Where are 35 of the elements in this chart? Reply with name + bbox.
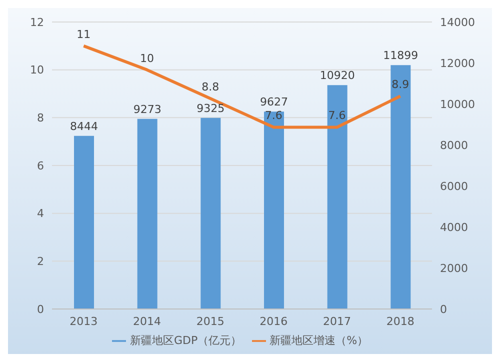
data-label: 8.9 — [392, 78, 410, 92]
x-tick-label: 2018 — [386, 314, 414, 328]
y-tick-label: 12 — [30, 16, 44, 29]
y-tick-label: 10 — [30, 64, 44, 77]
data-label: 7.6 — [328, 109, 346, 122]
y2-tick-label: 12000 — [440, 56, 475, 70]
x-tick-label: 2014 — [133, 314, 161, 328]
data-label: 9325 — [196, 102, 225, 115]
data-label: 8.8 — [202, 80, 220, 94]
data-label: 7.6 — [264, 109, 282, 122]
y-tick-label: 0 — [37, 302, 44, 316]
data-label: 11899 — [383, 49, 418, 62]
data-label: 11 — [76, 28, 91, 41]
y2-tick-label: 4000 — [440, 220, 468, 234]
x-tick-label: 2015 — [196, 314, 224, 328]
data-label: 9273 — [133, 102, 162, 116]
data-label: 10 — [140, 52, 154, 65]
y2-tick-label: 2000 — [440, 262, 468, 275]
data-label: 10920 — [320, 69, 355, 82]
y-tick-label: 8 — [37, 112, 44, 125]
y2-tick-label: 6000 — [440, 180, 468, 193]
legend-label: 新疆地区增速（%） — [270, 334, 368, 347]
x-tick-label: 2013 — [70, 314, 98, 328]
y-tick-label: 2 — [37, 255, 44, 268]
y-tick-label: 4 — [37, 207, 44, 220]
y2-tick-label: 0 — [440, 302, 447, 316]
data-label: 8444 — [70, 120, 98, 133]
legend-label: 新疆地区GDP（亿元） — [130, 334, 242, 347]
x-tick-label: 2017 — [323, 314, 351, 328]
y2-tick-label: 8000 — [440, 138, 468, 152]
y2-tick-label: 14000 — [440, 16, 475, 29]
x-tick-label: 2016 — [260, 314, 288, 328]
y-tick-label: 6 — [37, 159, 44, 172]
y2-tick-label: 10000 — [440, 98, 475, 111]
data-label: 9627 — [260, 96, 288, 109]
